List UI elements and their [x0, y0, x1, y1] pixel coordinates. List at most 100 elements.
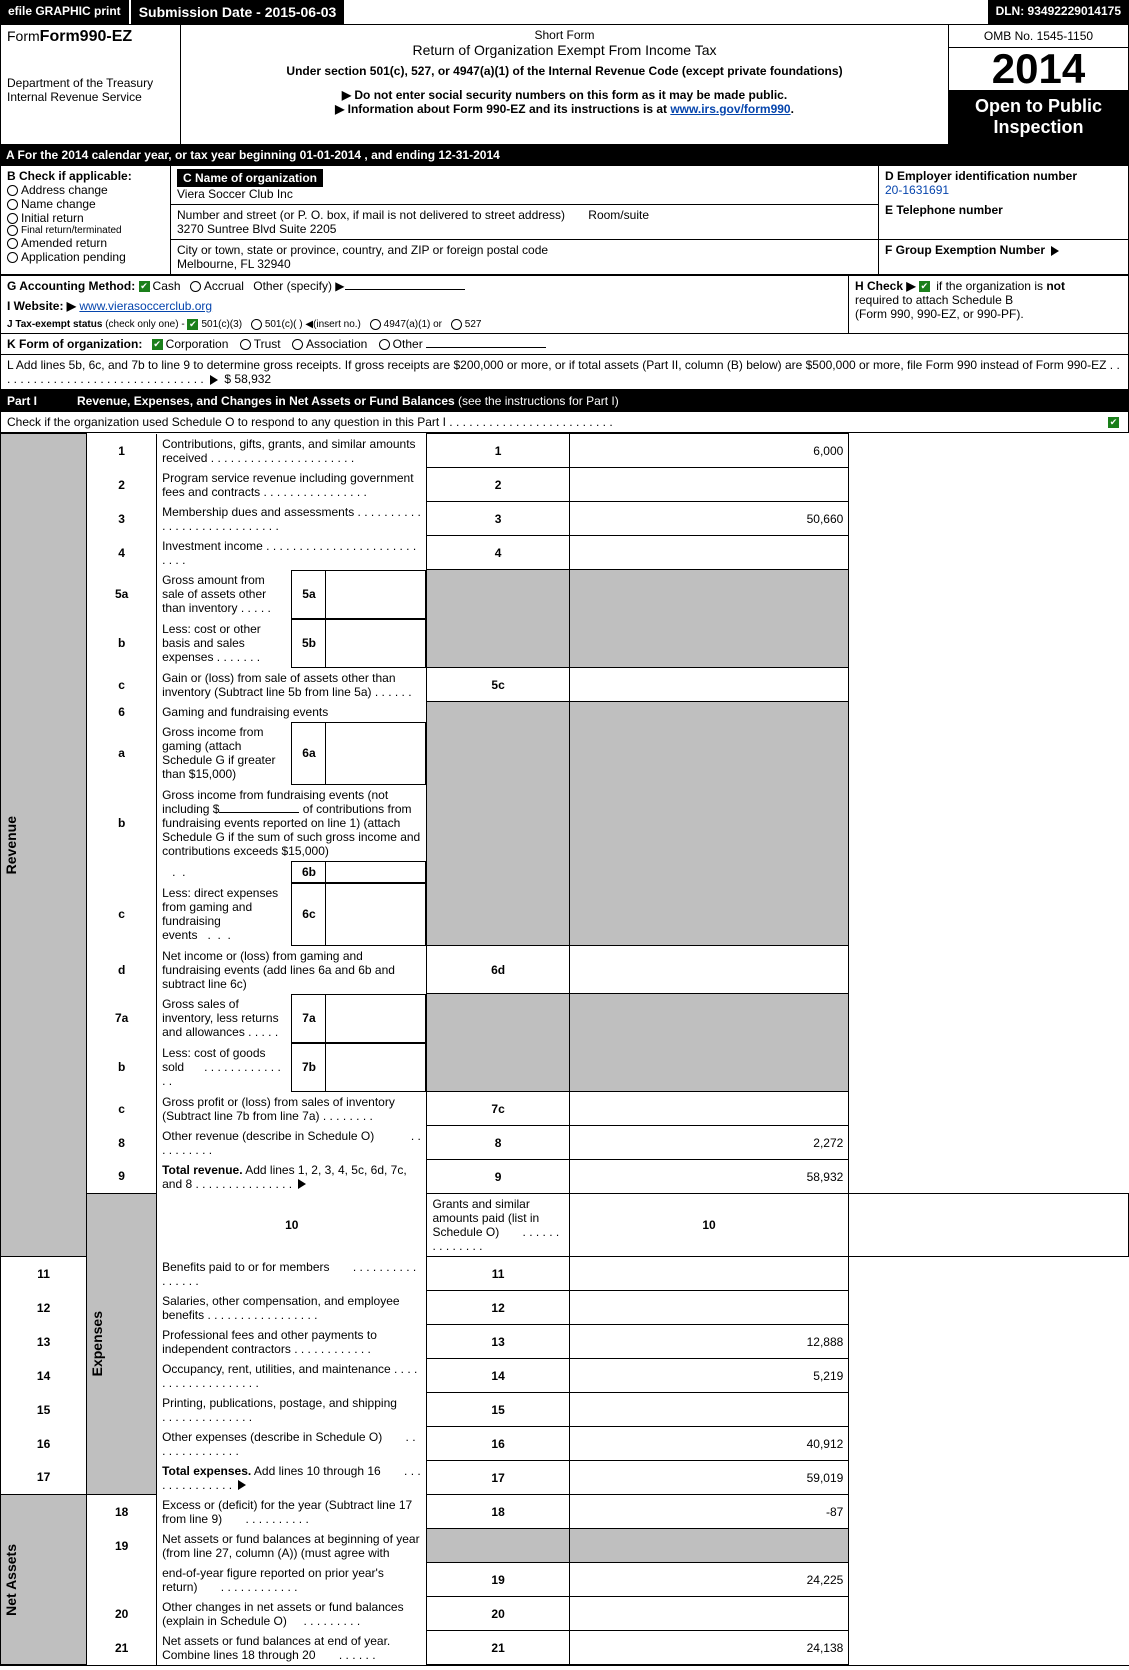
line-1-val: 6,000: [569, 434, 849, 468]
chk-trust[interactable]: Trust: [240, 337, 281, 351]
line-5a-val: [326, 570, 426, 618]
line-6a-desc: Gross income from gaming (attach Schedul…: [157, 722, 292, 784]
line-19a-desc: Net assets or fund balances at beginning…: [157, 1529, 427, 1563]
chk-other-org[interactable]: Other: [379, 337, 546, 351]
chk-schedule-o-used[interactable]: [1108, 417, 1119, 428]
line-7a-desc: Gross sales of inventory, less returns a…: [157, 994, 292, 1042]
chk-sched-b-not-required[interactable]: [919, 281, 930, 292]
line-10-desc: Grants and similar amounts paid (list in…: [427, 1194, 569, 1257]
line-17-desc: Total expenses. Add lines 10 through 16 …: [157, 1461, 427, 1495]
line-3-desc: Membership dues and assessments . . . . …: [157, 502, 427, 536]
line-14-val: 5,219: [569, 1359, 849, 1393]
line-8-val: 2,272: [569, 1126, 849, 1160]
page-footer: For Paperwork Reduction Act Notice, see …: [0, 1665, 1129, 1670]
chk-cash[interactable]: Cash: [139, 279, 181, 293]
line-6b-desc: Gross income from fundraising events (no…: [157, 785, 427, 861]
irs-label: Internal Revenue Service: [7, 90, 174, 104]
chk-501c[interactable]: 501(c)( ) ◀(insert no.): [251, 319, 361, 330]
line-10-val: [849, 1194, 1129, 1257]
line-20-val: [569, 1597, 849, 1631]
line-6b-val: [326, 861, 426, 882]
line-5c-desc: Gain or (loss) from sale of assets other…: [157, 668, 427, 702]
chk-accrual[interactable]: Accrual: [190, 279, 244, 293]
gh-block: G Accounting Method: Cash Accrual Other …: [0, 275, 1129, 334]
form990-link[interactable]: www.irs.gov/form990: [670, 102, 790, 116]
l-line: L Add lines 5b, 6c, and 7b to line 9 to …: [0, 355, 1129, 390]
line-9-val: 58,932: [569, 1160, 849, 1194]
chk-501c3[interactable]: 501(c)(3): [187, 319, 242, 330]
chk-amended-return[interactable]: Amended return: [7, 236, 164, 250]
b-label: B Check if applicable:: [7, 169, 164, 183]
line-5b-val: [326, 619, 426, 667]
group-expenses: Expenses: [87, 1307, 107, 1380]
line-7c-val: [569, 1092, 849, 1126]
warn-info: ▶ Information about Form 990-EZ and its …: [187, 102, 942, 116]
part1-table: Revenue 1Contributions, gifts, grants, a…: [0, 433, 1129, 1665]
line-13-val: 12,888: [569, 1325, 849, 1359]
top-bar: efile GRAPHIC print Submission Date - 20…: [0, 0, 1129, 24]
part1-title: Revenue, Expenses, and Changes in Net As…: [77, 394, 455, 408]
efile-print-label[interactable]: efile GRAPHIC print: [0, 0, 131, 24]
chk-initial-return[interactable]: Initial return: [7, 211, 164, 225]
line-19-val: 24,225: [569, 1563, 849, 1597]
entity-block: B Check if applicable: Address change Na…: [0, 165, 1129, 275]
line-6c-val: [326, 883, 426, 945]
line-12-desc: Salaries, other compensation, and employ…: [157, 1291, 427, 1325]
line-6d-val: [569, 946, 849, 994]
website-link[interactable]: www.vierasoccerclub.org: [79, 299, 212, 313]
e-label: E Telephone number: [885, 203, 1122, 217]
h-line: H Check ▶ if the organization is not: [855, 279, 1122, 293]
arrow-icon: [298, 1179, 306, 1189]
line-21-desc: Net assets or fund balances at end of ye…: [157, 1631, 427, 1665]
line-11-val: [569, 1257, 849, 1291]
city-label: City or town, state or province, country…: [177, 243, 872, 257]
line-6c-desc: Less: direct expenses from gaming and fu…: [157, 883, 292, 945]
org-name: Viera Soccer Club Inc: [177, 187, 872, 201]
subtitle: Under section 501(c), 527, or 4947(a)(1)…: [187, 64, 942, 78]
j-label: J Tax-exempt status: [7, 319, 102, 330]
line-8-desc: Other revenue (describe in Schedule O) .…: [157, 1126, 427, 1160]
chk-association[interactable]: Association: [292, 337, 367, 351]
f-label: F Group Exemption Number: [885, 243, 1045, 257]
h-line3: (Form 990, 990-EZ, or 990-PF).: [855, 307, 1122, 321]
i-label: I Website: ▶: [7, 299, 76, 313]
form-header: FormForm990-EZ Department of the Treasur…: [0, 24, 1129, 145]
chk-corporation[interactable]: Corporation: [152, 337, 229, 351]
c-label: C Name of organization: [177, 169, 323, 187]
line-19b-desc: end-of-year figure reported on prior yea…: [157, 1563, 427, 1597]
line-14-desc: Occupancy, rent, utilities, and maintena…: [157, 1359, 427, 1393]
k-line: K Form of organization: Corporation Trus…: [0, 334, 1129, 355]
chk-name-change[interactable]: Name change: [7, 197, 164, 211]
form-title: Return of Organization Exempt From Incom…: [187, 42, 942, 58]
line-1-desc: Contributions, gifts, grants, and simila…: [157, 434, 427, 468]
line-12-val: [569, 1291, 849, 1325]
line-7b-desc: Less: cost of goods sold . . . . . . . .…: [157, 1043, 292, 1091]
line-6-desc: Gaming and fundraising events: [157, 702, 427, 722]
line-20-desc: Other changes in net assets or fund bala…: [157, 1597, 427, 1631]
line-9-desc: Total revenue. Add lines 1, 2, 3, 4, 5c,…: [157, 1160, 427, 1194]
g-other[interactable]: Other (specify) ▶: [253, 279, 464, 293]
line-4-desc: Investment income . . . . . . . . . . . …: [157, 536, 427, 570]
line-11-desc: Benefits paid to or for members . . . . …: [157, 1257, 427, 1291]
chk-527[interactable]: 527: [451, 319, 482, 330]
d-label: D Employer identification number: [885, 169, 1122, 183]
org-address: 3270 Suntree Blvd Suite 2205: [177, 222, 872, 236]
chk-final-return[interactable]: Final return/terminated: [7, 225, 164, 236]
g-label: G Accounting Method:: [7, 279, 135, 293]
line-5b-desc: Less: cost or other basis and sales expe…: [157, 619, 292, 667]
line-16-desc: Other expenses (describe in Schedule O) …: [157, 1427, 427, 1461]
chk-address-change[interactable]: Address change: [7, 183, 164, 197]
chk-application-pending[interactable]: Application pending: [7, 250, 164, 264]
line-6d-desc: Net income or (loss) from gaming and fun…: [157, 946, 427, 994]
line-18-val: -87: [569, 1495, 849, 1529]
arrow-icon: [1051, 246, 1059, 256]
warn-ssn: ▶ Do not enter social security numbers o…: [187, 88, 942, 102]
ein-value: 20-1631691: [885, 183, 1122, 197]
line-18-desc: Excess or (deficit) for the year (Subtra…: [157, 1495, 427, 1529]
tax-year: 2014: [949, 48, 1128, 90]
open-to-public: Open to Public Inspection: [949, 90, 1128, 144]
chk-4947a1[interactable]: 4947(a)(1) or: [370, 319, 442, 330]
line-7a-val: [326, 994, 426, 1042]
footer-catno: Cat. No. 10642I: [655, 1669, 732, 1670]
part1-header: Part I Revenue, Expenses, and Changes in…: [0, 390, 1129, 433]
